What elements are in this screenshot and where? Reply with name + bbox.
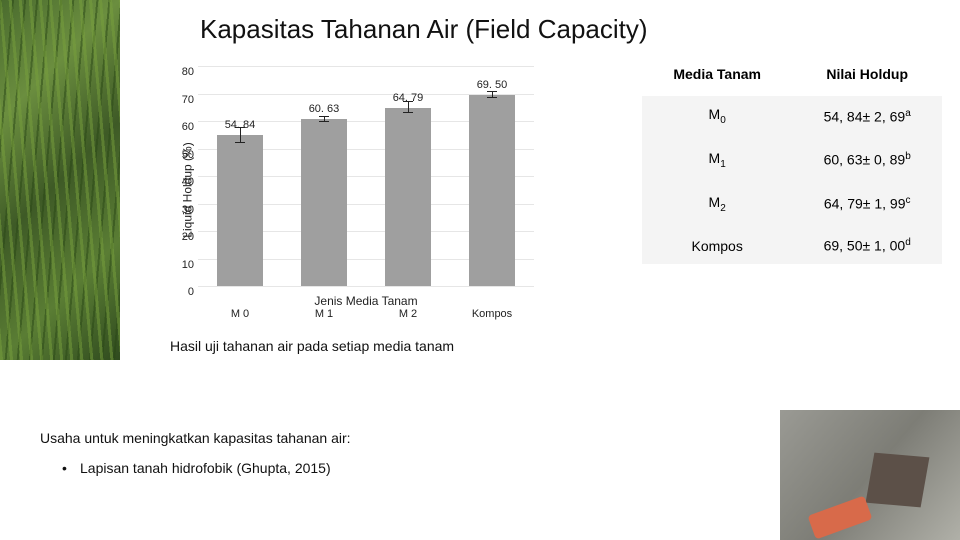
table-row: M054, 84± 2, 69a — [642, 96, 942, 136]
xtick: Kompos — [472, 308, 512, 320]
cell-nilai: 54, 84± 2, 69a — [792, 96, 942, 136]
bar-value-label: 69. 50 — [477, 79, 508, 91]
ytick: 60 — [170, 121, 194, 133]
cell-media: M2 — [642, 180, 792, 224]
ytick: 40 — [170, 176, 194, 188]
xtick: M 1 — [315, 308, 333, 320]
ytick: 50 — [170, 149, 194, 161]
cell-nilai: 60, 63± 0, 89b — [792, 136, 942, 180]
bar: 54. 84 — [217, 135, 263, 286]
cell-nilai: 69, 50± 1, 00d — [792, 223, 942, 264]
holdup-table: Media Tanam Nilai Holdup M054, 84± 2, 69… — [642, 60, 942, 264]
page-title: Kapasitas Tahanan Air (Field Capacity) — [200, 14, 648, 45]
ytick: 20 — [170, 231, 194, 243]
ytick: 30 — [170, 204, 194, 216]
bar: 64. 79 — [385, 108, 431, 286]
ytick: 80 — [170, 66, 194, 78]
xtick: M 0 — [231, 308, 249, 320]
cell-nilai: 64, 79± 1, 99c — [792, 180, 942, 224]
chart-caption: Hasil uji tahanan air pada setiap media … — [170, 338, 454, 354]
cell-media: M0 — [642, 96, 792, 136]
side-photo-crop — [0, 0, 120, 360]
table-row: M264, 79± 1, 99c — [642, 180, 942, 224]
holdup-bar-chart: Liquid Holdup (%) M 0M 1M 2Kompos Jenis … — [150, 60, 540, 320]
table-header-media: Media Tanam — [642, 60, 792, 96]
cell-media: M1 — [642, 136, 792, 180]
bar: 69. 50 — [469, 95, 515, 286]
table-header-nilai: Nilai Holdup — [792, 60, 942, 96]
bar-value-label: 60. 63 — [309, 103, 340, 115]
ytick: 70 — [170, 94, 194, 106]
table-row: Kompos69, 50± 1, 00d — [642, 223, 942, 264]
table-row: M160, 63± 0, 89b — [642, 136, 942, 180]
cell-media: Kompos — [642, 223, 792, 264]
corner-photo-soil — [780, 410, 960, 540]
chart-xlabel: Jenis Media Tanam — [314, 294, 417, 308]
paragraph-text: Usaha untuk meningkatkan kapasitas tahan… — [40, 430, 351, 446]
bar: 60. 63 — [301, 119, 347, 286]
xtick: M 2 — [399, 308, 417, 320]
ytick: 10 — [170, 259, 194, 271]
ytick: 0 — [170, 286, 194, 298]
bullet-text: Lapisan tanah hidrofobik (Ghupta, 2015) — [80, 460, 331, 476]
